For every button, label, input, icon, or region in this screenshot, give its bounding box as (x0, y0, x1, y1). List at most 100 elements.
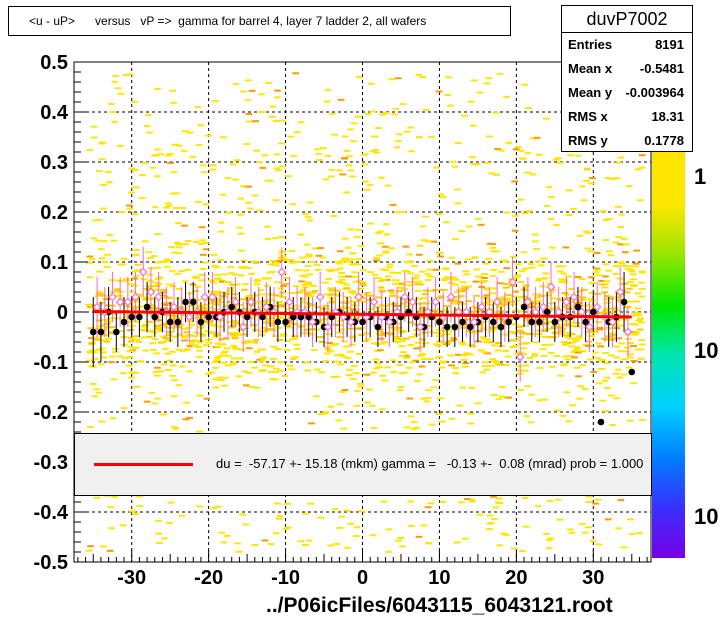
histogram-bin (413, 333, 421, 336)
histogram-bin (433, 343, 440, 346)
histogram-bin (341, 389, 349, 392)
profile-point-black (166, 318, 174, 326)
histogram-bin (261, 277, 269, 280)
histogram-bin (323, 307, 330, 310)
histogram-bin (571, 321, 578, 324)
histogram-bin (328, 112, 336, 115)
histogram-bin (267, 298, 275, 301)
histogram-bin (573, 312, 580, 315)
histogram-bin (353, 526, 361, 529)
histogram-bin (181, 327, 189, 330)
histogram-bin (557, 374, 564, 377)
histogram-bin (142, 323, 150, 326)
histogram-bin (511, 229, 519, 232)
histogram-bin (403, 426, 411, 429)
histogram-bin (593, 251, 601, 254)
histogram-bin (372, 273, 379, 276)
histogram-bin (347, 128, 354, 131)
histogram-bin (524, 385, 532, 388)
histogram-bin (163, 206, 170, 209)
profile-point-pink (138, 267, 148, 277)
histogram-bin (453, 541, 461, 544)
histogram-bin (615, 161, 623, 164)
histogram-bin (568, 333, 576, 336)
histogram-bin (126, 207, 134, 210)
histogram-bin (199, 253, 207, 256)
histogram-bin (329, 297, 337, 300)
histogram-bin (307, 333, 315, 336)
histogram-bin (132, 274, 140, 277)
histogram-bin (223, 347, 231, 350)
histogram-bin (297, 121, 305, 124)
stats-histogram-name: duvP7002 (562, 6, 692, 33)
histogram-bin (632, 323, 639, 326)
histogram-bin (247, 207, 254, 210)
histogram-bin (488, 327, 496, 330)
histogram-bin (223, 292, 231, 295)
histogram-bin (435, 90, 443, 93)
histogram-bin (375, 362, 382, 365)
histogram-bin (213, 266, 221, 269)
histogram-bin (579, 349, 587, 352)
histogram-bin (359, 282, 367, 285)
histogram-bin (200, 171, 208, 174)
histogram-bin (338, 515, 346, 518)
histogram-bin (98, 142, 105, 145)
histogram-bin (214, 303, 221, 306)
histogram-bin (93, 496, 101, 499)
histogram-bin (550, 297, 558, 300)
histogram-bin (215, 505, 222, 508)
histogram-bin (340, 355, 347, 358)
histogram-bin (172, 427, 180, 430)
histogram-bin (161, 537, 168, 540)
histogram-bin (443, 305, 451, 308)
histogram-bin (322, 359, 330, 362)
histogram-bin (227, 289, 235, 292)
histogram-bin (637, 199, 644, 202)
histogram-bin (467, 412, 475, 415)
histogram-bin (145, 287, 153, 290)
histogram-bin (454, 291, 461, 294)
histogram-bin (357, 382, 365, 385)
histogram-bin (311, 290, 319, 293)
histogram-bin (314, 148, 321, 151)
histogram-bin (497, 302, 505, 305)
histogram-bin (180, 314, 188, 317)
histogram-bin (179, 349, 187, 352)
histogram-bin (540, 257, 548, 260)
histogram-bin (239, 513, 246, 516)
histogram-bin (333, 542, 340, 545)
histogram-bin (468, 386, 476, 389)
histogram-bin (380, 500, 388, 503)
histogram-bin (238, 348, 245, 351)
histogram-bin (595, 543, 603, 546)
histogram-bin (239, 298, 247, 301)
histogram-bin (125, 305, 132, 308)
profile-point-black (520, 303, 528, 311)
histogram-bin (543, 117, 550, 120)
histogram-bin (186, 292, 194, 295)
histogram-bin (123, 73, 130, 76)
histogram-bin (361, 153, 369, 156)
histogram-bin (349, 308, 357, 311)
histogram-bin (168, 269, 176, 272)
histogram-bin (112, 75, 120, 78)
histogram-bin (387, 289, 395, 292)
histogram-bin (536, 399, 544, 402)
histogram-bin (489, 274, 497, 277)
histogram-bin (96, 170, 103, 173)
histogram-bin (470, 124, 477, 127)
histogram-bin (153, 175, 161, 178)
histogram-bin (277, 361, 284, 364)
histogram-bin (548, 365, 556, 368)
histogram-bin (181, 280, 189, 283)
histogram-bin (334, 289, 341, 292)
histogram-bin (527, 263, 535, 266)
histogram-bin (126, 350, 134, 353)
histogram-bin (149, 166, 157, 169)
histogram-bin (132, 269, 139, 272)
histogram-bin (511, 344, 519, 347)
histogram-bin (595, 312, 603, 315)
histogram-bin (519, 296, 527, 299)
histogram-bin (279, 305, 287, 308)
